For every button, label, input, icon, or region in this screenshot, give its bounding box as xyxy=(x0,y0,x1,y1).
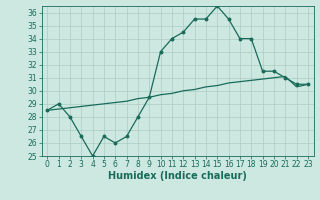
X-axis label: Humidex (Indice chaleur): Humidex (Indice chaleur) xyxy=(108,171,247,181)
